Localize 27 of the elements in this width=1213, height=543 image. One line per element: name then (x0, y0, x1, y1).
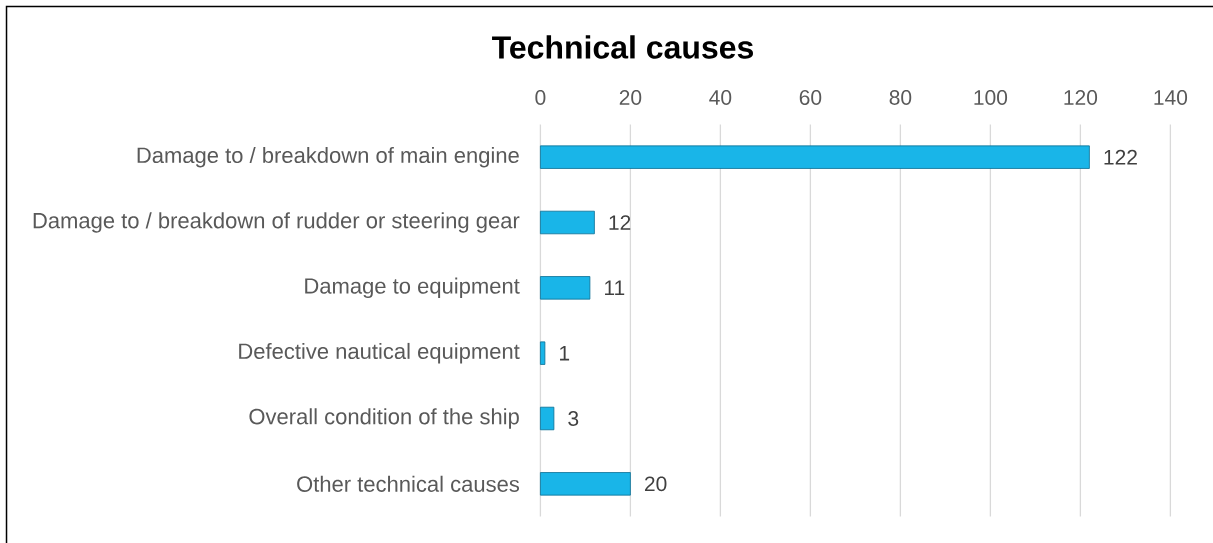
x-tick-label: 40 (709, 90, 732, 105)
x-tick-label: 100 (974, 90, 1008, 105)
bar (540, 210, 595, 235)
y-tick-label: Damage to / breakdown of main engine (137, 146, 519, 168)
bar (540, 276, 591, 300)
x-tick-label: 60 (799, 90, 822, 105)
data-label: 3 (568, 411, 579, 426)
data-label: 122 (1104, 149, 1137, 165)
chart-title: Technical causes (492, 35, 753, 59)
data-label: 11 (605, 280, 625, 296)
x-tick-label: 80 (889, 90, 912, 105)
x-tick-label: 0 (535, 90, 546, 105)
y-tick-label: Damage to equipment (305, 277, 520, 299)
data-label: 1 (560, 345, 570, 361)
data-label: 12 (609, 215, 631, 230)
bar (540, 406, 555, 431)
x-tick-label: 20 (619, 90, 642, 105)
y-tick-label: Defective nautical equipment (239, 342, 520, 364)
y-tick-label: Other technical causes (297, 475, 520, 492)
y-tick-label: Damage to / breakdown of rudder or steering gear (33, 212, 520, 233)
bar (540, 341, 546, 365)
data-label: 20 (644, 476, 667, 492)
x-tick-label: 120 (1064, 90, 1098, 105)
x-tick-label: 140 (1154, 90, 1188, 105)
y-tick-label: Overall condition of the ship (249, 408, 519, 429)
bar (540, 145, 1090, 169)
bar (540, 472, 631, 496)
